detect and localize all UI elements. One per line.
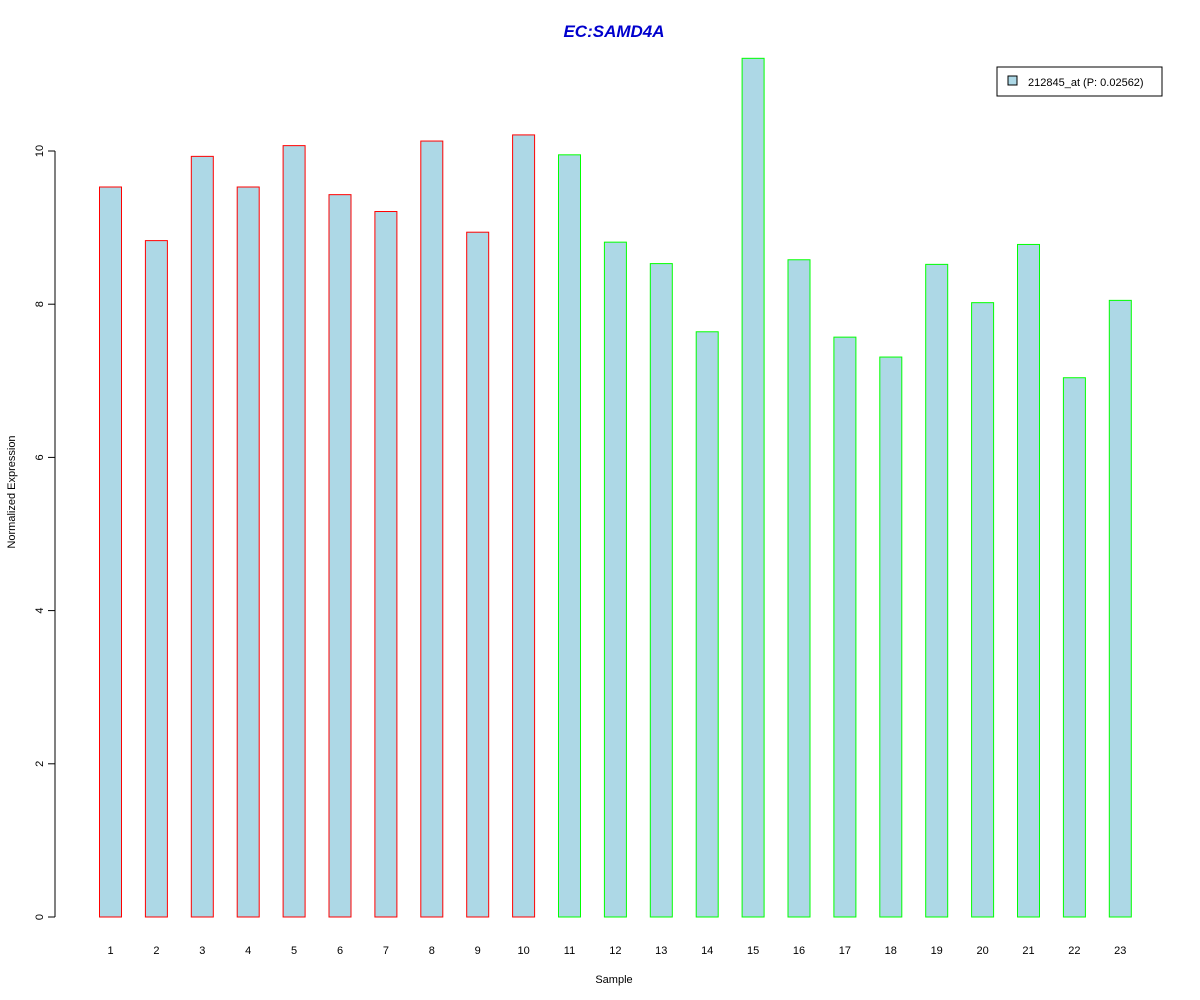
chart-title: EC:SAMD4A (563, 22, 664, 41)
y-tick-label: 10 (34, 145, 46, 157)
x-axis-title: Sample (595, 974, 632, 986)
bar (649, 263, 673, 918)
x-tick-label: 21 (1022, 945, 1034, 957)
bar (925, 263, 949, 918)
x-tick-label: 12 (609, 945, 621, 957)
legend-box (996, 66, 1163, 97)
bar (282, 145, 306, 918)
bar (695, 331, 719, 918)
x-tick-label: 7 (383, 945, 389, 957)
bar (1062, 377, 1086, 918)
bar (1108, 299, 1132, 918)
bar (236, 186, 260, 918)
bar (833, 336, 857, 918)
bar (558, 154, 581, 918)
x-tick-label: 19 (931, 945, 943, 957)
x-tick-label: 11 (564, 945, 575, 957)
x-tick-label: 16 (793, 945, 805, 957)
x-tick-label: 14 (701, 945, 713, 957)
x-tick-label: 1 (107, 945, 113, 957)
x-tick-label: 6 (337, 945, 343, 957)
bar (144, 240, 168, 918)
y-tick-label: 8 (34, 301, 46, 307)
y-tick-label: 0 (34, 914, 46, 920)
legend: 212845_at (P: 0.02562) (996, 66, 1163, 97)
x-tick-label: 2 (153, 945, 159, 957)
x-tick-label: 9 (475, 945, 481, 957)
legend-label: 212845_at (P: 0.02562) (1028, 77, 1144, 89)
bars (99, 57, 1132, 918)
x-tick-label: 5 (291, 945, 297, 957)
x-tick-label: 15 (747, 945, 759, 957)
bar (787, 259, 811, 918)
y-axis-title: Normalized Expression (6, 435, 18, 548)
x-tick-label: 3 (199, 945, 205, 957)
x-tick-label: 18 (885, 945, 897, 957)
x-tick-label: 23 (1114, 945, 1126, 957)
y-tick-label: 4 (34, 608, 46, 614)
bar (328, 194, 352, 918)
bar (99, 186, 122, 918)
x-tick-label: 10 (517, 945, 529, 957)
x-tick-labels: 1 2 3 4 5 6 7 8 9 10 11 12 13 14 15 16 17 18 19 20 21 22 23 (107, 945, 1126, 957)
x-tick-label: 8 (429, 945, 435, 957)
bar (190, 155, 214, 918)
bar (1017, 243, 1040, 918)
y-tick-label: 6 (34, 454, 46, 460)
bar (466, 231, 490, 918)
x-tick-label: 4 (245, 945, 251, 957)
x-tick-label: 20 (976, 945, 988, 957)
y-tick-label: 2 (34, 761, 46, 767)
bar (741, 57, 765, 918)
x-tick-label: 17 (839, 945, 851, 957)
bar (971, 302, 995, 918)
bar (879, 356, 903, 918)
bar (374, 211, 398, 918)
legend-swatch (1007, 75, 1018, 86)
y-axis: 0 2 4 6 8 10 (34, 145, 56, 920)
x-tick-label: 13 (655, 945, 667, 957)
bar (603, 241, 627, 918)
bar (512, 134, 536, 918)
bar (420, 140, 444, 918)
x-tick-label: 22 (1068, 945, 1080, 957)
